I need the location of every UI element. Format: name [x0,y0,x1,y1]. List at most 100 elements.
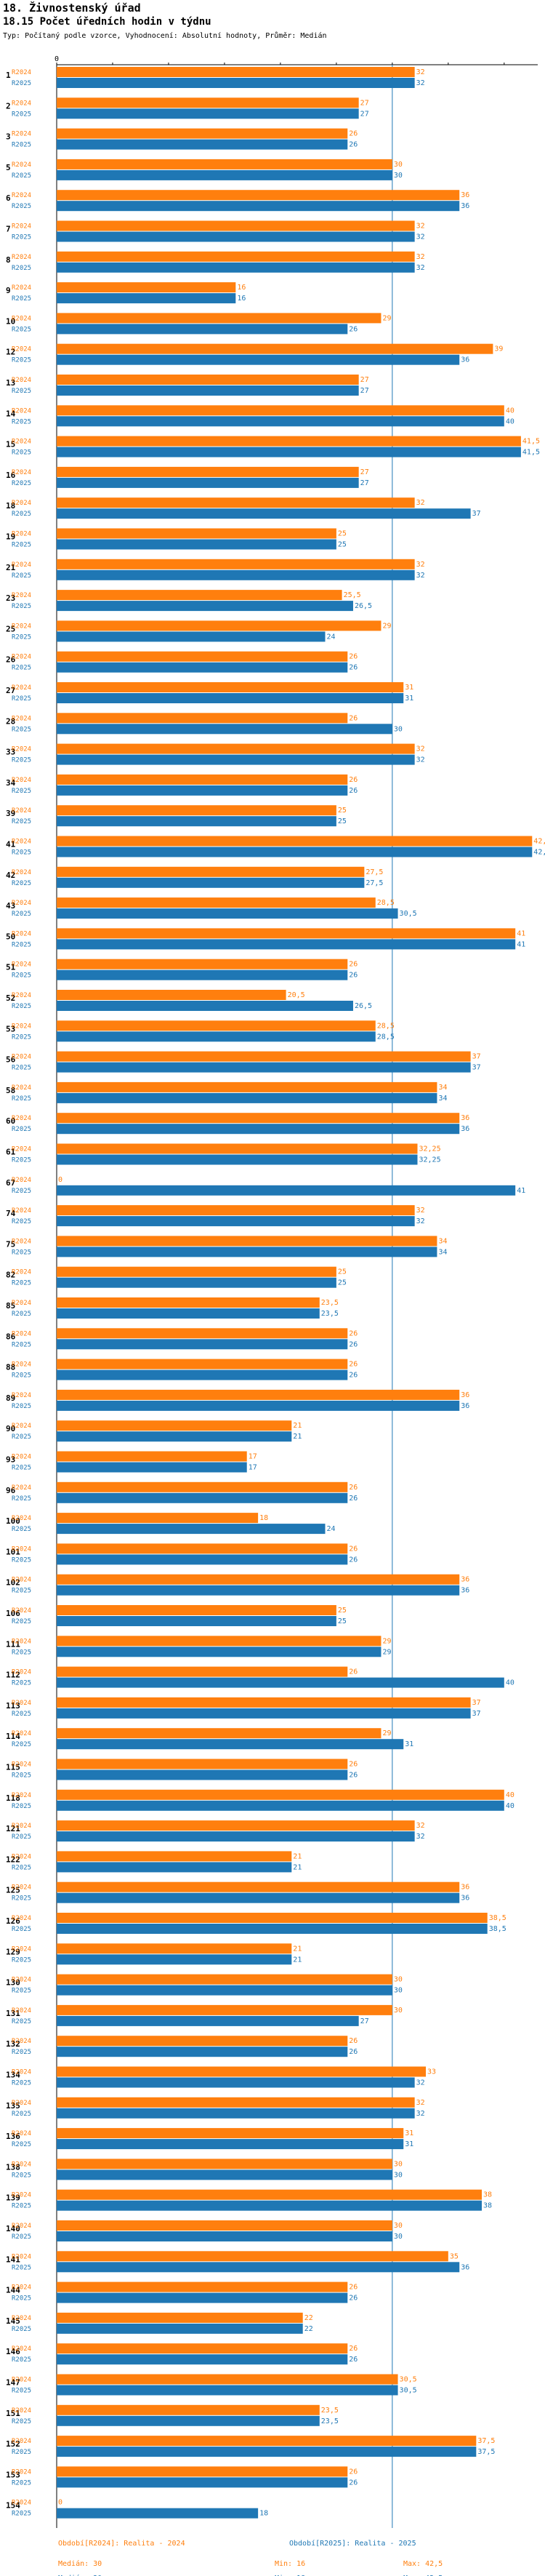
value-label: 31 [405,1740,413,1748]
series-label: R2025 [12,726,31,733]
value-label: 26 [349,1495,358,1503]
bar-r2025 [57,1924,488,1934]
value-label: 29 [382,1648,391,1656]
value-label: 17 [249,1464,257,1472]
series-label: R2025 [12,2511,31,2518]
category-label: 146 [6,2347,20,2356]
series-label: R2025 [12,2418,31,2425]
bar-r2024 [57,805,336,816]
bar-r2024 [57,1636,382,1647]
value-label: 28,5 [377,1033,395,1041]
value-label: 31 [405,2129,413,2137]
category-label: 147 [6,2378,20,2388]
series-label: R2025 [12,1280,31,1287]
category-label: 18 [6,501,15,511]
category-label: 100 [6,1516,20,1526]
bar-r2024 [57,1143,418,1154]
series-label: R2025 [12,357,31,364]
bar-r2025 [57,1585,460,1596]
category-label: 3 [6,132,11,142]
value-label: 36 [461,1125,469,1133]
value-label: 30 [394,2160,403,2168]
bar-r2024 [57,774,348,785]
series-label: R2024 [12,1669,31,1676]
series-label: R2025 [12,1895,31,1903]
category-label: 93 [6,1455,15,1465]
value-label: 30 [394,2222,403,2230]
category-label: 114 [6,1732,20,1741]
series-label: R2025 [12,1680,31,1687]
bar-r2025 [57,816,336,827]
value-label: 32 [416,233,425,241]
series-label: R2024 [12,254,31,261]
series-label: R2024 [12,1084,31,1092]
bar-r2024 [57,866,365,877]
value-label: 30 [394,1987,403,1995]
value-label: 32 [416,79,425,87]
bar-r2025 [57,201,460,212]
series-label: R2024 [12,2038,31,2045]
value-label: 30 [394,161,403,169]
series-label: R2025 [12,788,31,795]
bar-r2024 [57,220,415,231]
bar-r2025 [57,2231,392,2241]
bar-r2024 [57,713,348,724]
series-label: R2024 [12,2192,31,2199]
bar-r2025 [57,1431,292,1442]
value-label: 31 [405,2140,413,2148]
series-label: R2024 [12,531,31,538]
category-label: 5 [6,163,11,172]
value-label: 42,5 [533,838,545,846]
series-label: R2025 [12,695,31,703]
legend-r2024-median: Medián: 30 [58,2559,102,2568]
category-label: 136 [6,2132,20,2141]
bar-r2024 [57,2128,404,2139]
series-label: R2024 [12,1177,31,1184]
bar-r2025 [57,1154,418,1165]
bar-r2025 [57,1862,292,1873]
bar-r2024 [57,2066,427,2077]
value-label: 26 [349,776,358,784]
category-label: 102 [6,1578,20,1588]
series-label: R2025 [12,1341,31,1348]
series-label: R2024 [12,377,31,384]
series-label: R2024 [12,315,31,322]
value-label: 16 [237,295,246,303]
bar-r2024 [57,1881,460,1892]
series-label: R2025 [12,1864,31,1871]
bar-r2024 [57,436,521,447]
value-label: 26 [349,325,358,333]
series-label: R2024 [12,2315,31,2322]
value-label: 26 [349,961,358,969]
series-label: R2024 [12,807,31,815]
category-label: 130 [6,1978,20,1988]
series-label: R2024 [12,2500,31,2507]
series-label: R2025 [12,2203,31,2210]
value-label: 28,5 [377,1022,395,1030]
series-label: R2025 [12,2018,31,2025]
value-label: 27 [360,468,369,476]
series-label: R2024 [12,2223,31,2230]
category-label: 52 [6,993,15,1003]
value-label: 42,5 [533,849,545,857]
series-label: R2025 [12,295,31,303]
series-label: R2024 [12,592,31,599]
bar-r2025 [57,416,504,427]
value-label: 26 [349,2345,358,2353]
category-label: 138 [6,2162,20,2172]
bar-r2024 [57,159,392,169]
bar-r2024 [57,2312,303,2323]
series-label: R2025 [12,1465,31,1472]
value-label: 32 [416,1217,425,1225]
bar-r2024 [57,1913,488,1923]
bar-r2025 [57,1400,460,1411]
category-label: 25 [6,624,15,633]
bar-r2024 [57,1574,460,1585]
bar-r2025 [57,508,471,519]
series-label: R2024 [12,161,31,169]
value-label: 23,5 [321,1299,339,1307]
bar-r2025 [57,1800,504,1811]
category-label: 43 [6,901,15,911]
value-label: 32 [416,223,425,231]
series-label: R2025 [12,142,31,149]
